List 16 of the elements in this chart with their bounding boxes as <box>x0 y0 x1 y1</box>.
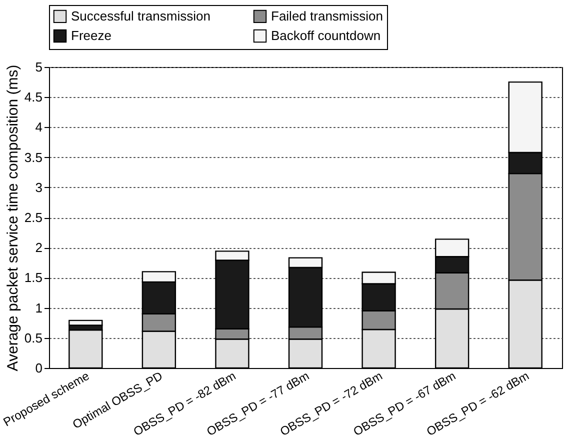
legend-label: Successful transmission <box>71 8 210 24</box>
y-tick-label: 4 <box>35 120 42 135</box>
legend-label: Backoff countdown <box>271 28 381 43</box>
y-tick-label: 2.5 <box>24 210 42 225</box>
y-tick-label: 1 <box>35 300 42 316</box>
y-tick-label: 0.5 <box>24 330 42 346</box>
y-axis-title: Average packet service time composition (ms) <box>4 64 22 372</box>
y-tick-label: 5 <box>35 60 42 74</box>
y-tick-label: 2 <box>35 240 42 256</box>
y-tick-label: 1.5 <box>24 270 42 286</box>
y-tick-label: 3 <box>35 180 42 195</box>
y-tick-label: 4.5 <box>24 90 42 105</box>
y-tick-label: 0 <box>35 360 42 376</box>
legend-label: Failed transmission <box>271 8 383 24</box>
legend-label: Freeze <box>71 28 112 43</box>
y-tick-label: 3.5 <box>24 150 42 165</box>
